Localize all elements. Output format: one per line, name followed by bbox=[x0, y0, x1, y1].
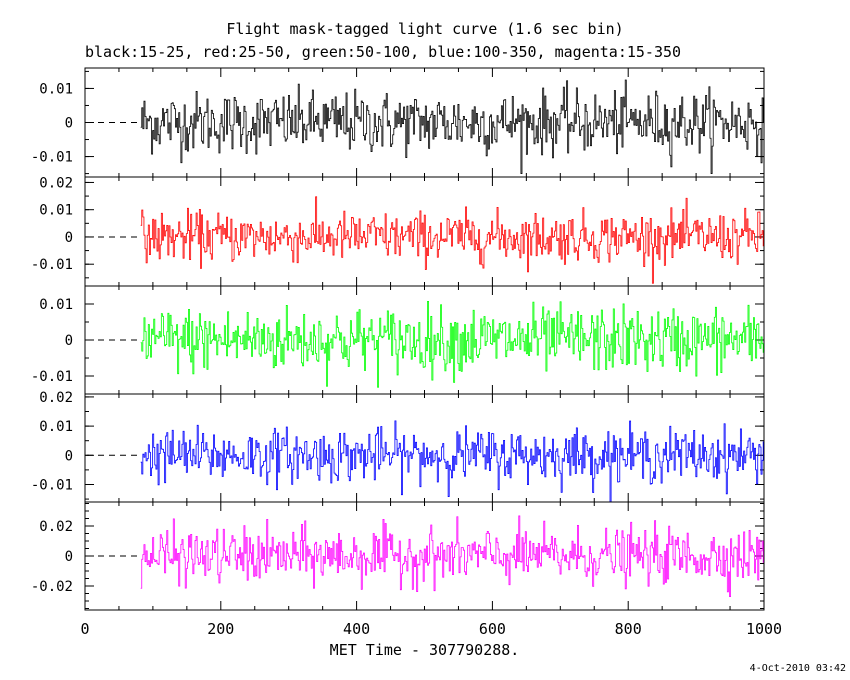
x-tick-label: 1000 bbox=[746, 620, 782, 638]
x-tick-label: 0 bbox=[80, 620, 89, 638]
x-tick-label: 800 bbox=[615, 620, 642, 638]
y-tick-label: -0.01 bbox=[31, 477, 73, 493]
series-line-25-50 bbox=[140, 196, 764, 284]
y-tick-label: 0.01 bbox=[39, 419, 73, 435]
series-line-15-350 bbox=[140, 515, 764, 598]
y-tick-label: -0.01 bbox=[31, 257, 73, 273]
chart-subtitle: black:15-25, red:25-50, green:50-100, bl… bbox=[85, 43, 682, 61]
x-tick-label: 600 bbox=[479, 620, 506, 638]
series-line-15-25 bbox=[140, 79, 764, 174]
x-axis-label: MET Time - 307790288. bbox=[330, 641, 520, 659]
series-line-50-100 bbox=[140, 300, 764, 388]
y-tick-label: 0 bbox=[65, 230, 73, 246]
y-tick-label: 0.01 bbox=[39, 81, 73, 97]
y-tick-label: 0 bbox=[65, 333, 73, 349]
y-tick-label: -0.02 bbox=[31, 579, 73, 595]
series-line-100-350 bbox=[140, 420, 764, 503]
y-tick-label: 0 bbox=[65, 549, 73, 565]
x-tick-label: 400 bbox=[343, 620, 370, 638]
y-tick-label: 0.02 bbox=[39, 390, 73, 406]
y-tick-label: -0.01 bbox=[31, 369, 73, 385]
y-tick-label: 0 bbox=[65, 448, 73, 464]
x-tick-label: 200 bbox=[207, 620, 234, 638]
y-tick-label: 0 bbox=[65, 116, 73, 132]
panel-frame-50-100 bbox=[84, 285, 765, 395]
y-tick-label: 0.02 bbox=[39, 175, 73, 191]
y-tick-label: 0.01 bbox=[39, 297, 73, 313]
y-tick-label: -0.01 bbox=[31, 150, 73, 166]
y-tick-label: 0.01 bbox=[39, 203, 73, 219]
y-tick-label: 0.02 bbox=[39, 519, 73, 535]
chart-title: Flight mask-tagged light curve (1.6 sec … bbox=[226, 20, 624, 38]
timestamp: 4-Oct-2010 03:42 bbox=[749, 663, 846, 674]
